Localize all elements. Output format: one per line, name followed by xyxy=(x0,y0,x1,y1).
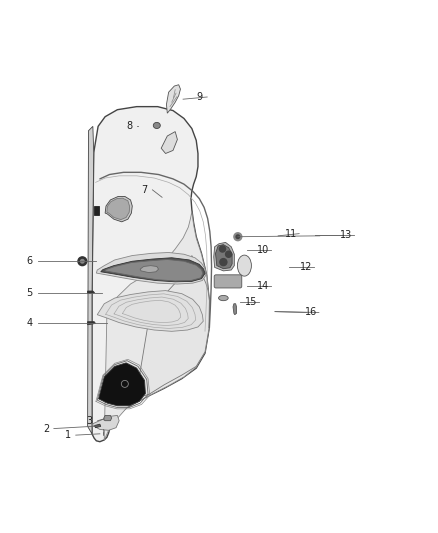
Text: 10: 10 xyxy=(257,245,269,255)
Polygon shape xyxy=(88,291,95,294)
Polygon shape xyxy=(94,206,99,215)
Polygon shape xyxy=(92,415,119,430)
Text: 8: 8 xyxy=(126,122,132,131)
Text: 11: 11 xyxy=(285,229,297,239)
Polygon shape xyxy=(140,265,159,273)
Circle shape xyxy=(234,233,242,241)
Text: 5: 5 xyxy=(27,288,33,298)
Text: 3: 3 xyxy=(87,416,93,426)
Circle shape xyxy=(220,259,227,265)
Text: 9: 9 xyxy=(196,92,202,102)
Circle shape xyxy=(236,235,240,238)
Circle shape xyxy=(219,246,226,252)
Polygon shape xyxy=(214,243,234,271)
Polygon shape xyxy=(105,260,203,281)
Polygon shape xyxy=(99,363,145,406)
Polygon shape xyxy=(104,212,209,440)
Text: 13: 13 xyxy=(340,230,352,239)
Polygon shape xyxy=(92,107,209,442)
Text: 1: 1 xyxy=(65,430,71,440)
Text: 4: 4 xyxy=(27,318,33,328)
Polygon shape xyxy=(161,132,177,154)
Polygon shape xyxy=(107,198,130,220)
Text: 14: 14 xyxy=(257,281,269,291)
Polygon shape xyxy=(215,245,232,269)
Polygon shape xyxy=(105,197,132,222)
Text: 15: 15 xyxy=(245,297,258,308)
Polygon shape xyxy=(166,85,180,113)
Circle shape xyxy=(78,257,87,265)
Polygon shape xyxy=(233,304,237,314)
Polygon shape xyxy=(104,415,112,421)
Ellipse shape xyxy=(237,255,251,276)
Text: 6: 6 xyxy=(27,256,33,266)
Polygon shape xyxy=(88,322,95,325)
Text: 7: 7 xyxy=(141,185,148,195)
Polygon shape xyxy=(97,290,203,332)
Text: 16: 16 xyxy=(305,308,317,318)
Circle shape xyxy=(226,251,232,257)
Text: 12: 12 xyxy=(300,262,312,271)
Polygon shape xyxy=(96,253,206,284)
Ellipse shape xyxy=(219,295,228,301)
FancyBboxPatch shape xyxy=(214,275,242,288)
Polygon shape xyxy=(95,424,101,427)
Polygon shape xyxy=(88,126,94,434)
Polygon shape xyxy=(136,255,209,398)
Circle shape xyxy=(81,260,84,263)
Polygon shape xyxy=(101,258,205,282)
Text: 2: 2 xyxy=(43,424,49,433)
Ellipse shape xyxy=(153,123,160,128)
